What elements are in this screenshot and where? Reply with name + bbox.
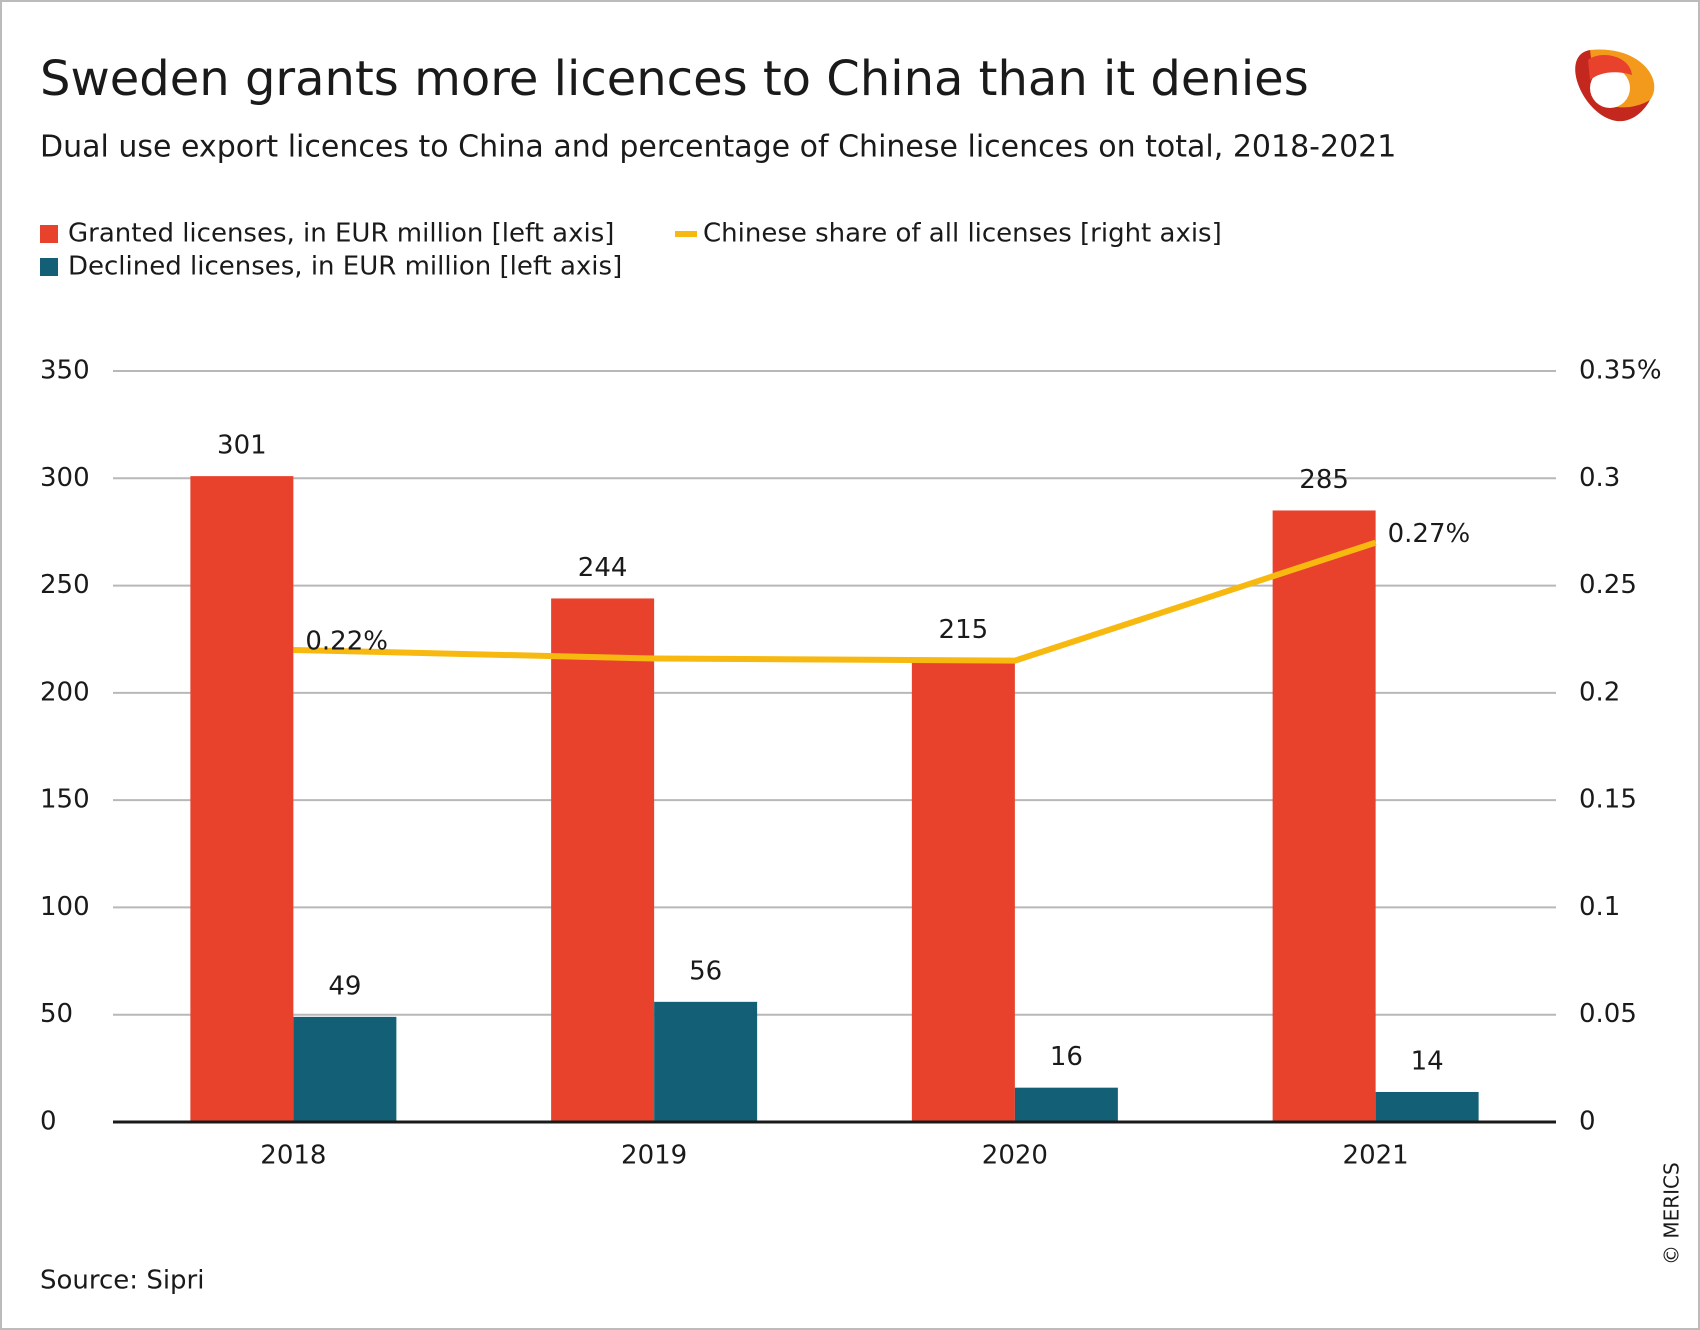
bar-value-label: 16 [1050, 1042, 1083, 1072]
y2-tick-label: 0.05 [1579, 999, 1637, 1029]
bar-value-label: 56 [689, 956, 722, 986]
bar [551, 598, 655, 1122]
y-tick-label: 50 [40, 999, 73, 1029]
bar [1272, 510, 1376, 1122]
source: Source: Sipri [40, 1266, 204, 1296]
y-tick-label: 150 [40, 785, 90, 815]
bar-value-label: 301 [217, 431, 267, 461]
y-tick-label: 200 [40, 677, 90, 707]
y2-tick-label: 0 [1579, 1107, 1596, 1137]
bar [1014, 1087, 1118, 1122]
y2-tick-label: 0.35% [1579, 356, 1662, 386]
bar-value-label: 14 [1411, 1046, 1444, 1076]
bar-value-label: 49 [328, 971, 361, 1001]
y2-tick-label: 0.1 [1579, 892, 1620, 922]
legend-label: Declined licenses, in EUR million [left … [68, 252, 622, 282]
logo [1575, 49, 1655, 122]
y2-tick-label: 0.15 [1579, 785, 1637, 815]
chart-title: Sweden grants more licences to China tha… [40, 51, 1309, 107]
bar [190, 476, 294, 1122]
legend-swatch [40, 225, 58, 243]
x-tick-label: 2021 [1343, 1141, 1409, 1171]
bar [654, 1001, 758, 1122]
bar [1375, 1091, 1479, 1122]
bar [911, 660, 1015, 1122]
credit: © MERICS [1660, 1162, 1684, 1265]
y2-tick-label: 0.25 [1579, 570, 1637, 600]
y-tick-label: 0 [40, 1107, 57, 1137]
legend-swatch [40, 258, 58, 276]
line-value-label: 0.27% [1388, 519, 1471, 549]
x-tick-label: 2020 [982, 1141, 1048, 1171]
x-tick-label: 2019 [621, 1141, 687, 1171]
bar-value-label: 285 [1299, 465, 1349, 495]
y-tick-label: 100 [40, 892, 90, 922]
bar-value-label: 215 [939, 615, 989, 645]
bar-value-label: 244 [578, 553, 628, 583]
bar [293, 1016, 397, 1122]
legend-label: Granted licenses, in EUR million [left a… [68, 219, 614, 249]
legend-label: Chinese share of all licenses [right axi… [703, 219, 1222, 249]
line [293, 539, 1377, 664]
y-tick-label: 250 [40, 570, 90, 600]
line-value-label: 0.22% [305, 626, 388, 656]
x-tick-label: 2018 [260, 1141, 326, 1171]
chart-subtitle: Dual use export licences to China and pe… [40, 130, 1396, 165]
y-tick-label: 300 [40, 463, 90, 493]
y-tick-label: 350 [40, 356, 90, 386]
y2-tick-label: 0.2 [1579, 677, 1620, 707]
y2-tick-label: 0.3 [1579, 463, 1620, 493]
